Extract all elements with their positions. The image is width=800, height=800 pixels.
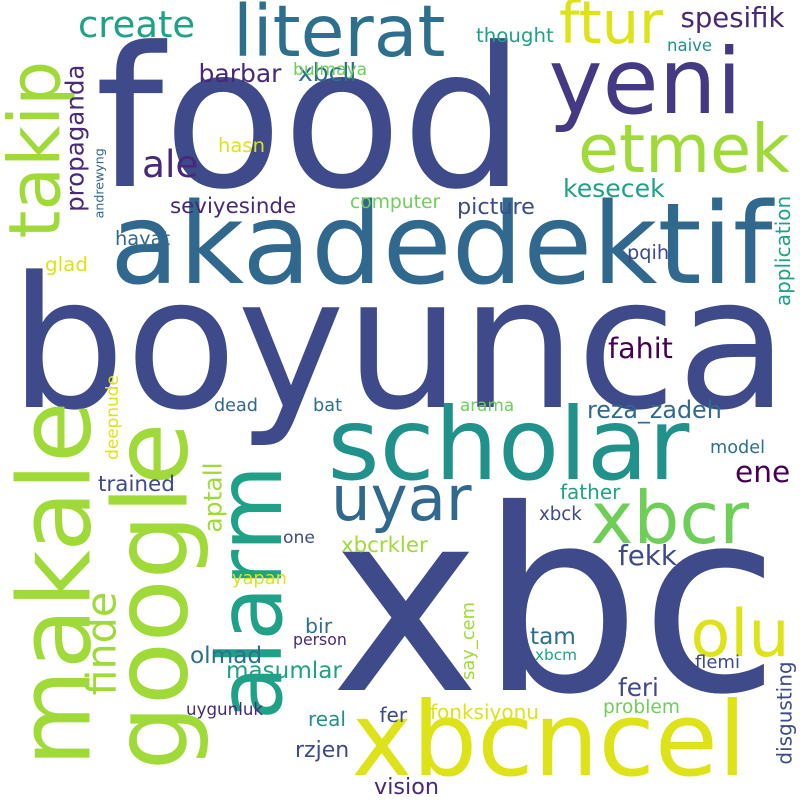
word-trained: trained xyxy=(98,472,175,497)
word-uyar: uyar xyxy=(331,461,472,535)
word-naive: naive xyxy=(667,35,713,55)
word-dead: dead xyxy=(214,395,258,416)
word-father: father xyxy=(560,480,621,504)
word-reza-zadeh: reza_zadeh xyxy=(587,395,722,424)
word-pqih: pqih xyxy=(627,240,670,264)
word-olmad: olmad xyxy=(190,642,263,669)
word-model: model xyxy=(710,438,766,458)
word-fahit: fahit xyxy=(608,331,673,365)
word-picture: picture xyxy=(457,194,535,220)
word-spesifik: spesifik xyxy=(680,2,785,34)
word-kesecek: kesecek xyxy=(563,173,665,203)
word-fekk: fekk xyxy=(618,538,677,572)
word-xbcm: xbcm xyxy=(535,645,578,664)
word-barbar: barbar xyxy=(198,58,282,88)
word-hayat: hayat xyxy=(115,226,171,250)
word-rzjen: rzjen xyxy=(295,738,350,763)
word-yeni: yeni xyxy=(548,28,742,135)
word-say-cem: say_cem xyxy=(458,601,480,680)
word-xbck: xbck xyxy=(539,504,582,525)
word-flemi: flemi xyxy=(695,652,740,673)
word-feri: feri xyxy=(618,672,659,702)
word-ftur: ftur xyxy=(559,0,664,57)
word-olu: olu xyxy=(690,596,790,672)
word-ale: ale xyxy=(142,142,199,186)
word-xbcll: xbcll xyxy=(298,57,357,87)
word-create: create xyxy=(78,2,196,46)
word-yapan: yapan xyxy=(232,567,287,589)
word-fonksiyonu: fonksiyonu xyxy=(430,699,539,724)
word-makale: makale xyxy=(0,401,114,767)
word-finde: finde xyxy=(76,591,125,696)
word-glad: glad xyxy=(45,252,88,276)
word-fer: fer xyxy=(379,703,408,727)
word-aptall: aptall xyxy=(198,462,228,533)
word-person: person xyxy=(293,630,347,649)
word-food: food xyxy=(95,4,526,232)
word-computer: computer xyxy=(350,192,441,213)
word-disgusting: disgusting xyxy=(772,660,797,765)
word-vision: vision xyxy=(374,774,439,800)
word-seviyesinde: seviyesinde xyxy=(170,193,297,219)
word-thought: thought xyxy=(476,24,554,47)
word-xbcr: xbcr xyxy=(590,476,750,561)
word-uygunluk: uygunluk xyxy=(186,698,264,719)
word-tam: tam xyxy=(530,623,576,650)
word-andrewyng: andrewyng xyxy=(91,147,107,218)
word-etmek: etmek xyxy=(578,109,790,188)
word-scholar: scholar xyxy=(327,386,690,503)
word-bulmaya: bulmaya xyxy=(293,60,368,80)
word-one: one xyxy=(283,527,315,548)
word-ene: ene xyxy=(735,455,791,489)
word-application: application xyxy=(771,195,796,307)
word-akadedektif: akadedektif xyxy=(110,178,773,310)
word-deepnude: deepnude xyxy=(101,375,122,460)
word-propaganda: propaganda xyxy=(59,64,89,212)
word-bat: bat xyxy=(313,396,343,416)
word-real: real xyxy=(308,707,346,731)
word-arama: arama xyxy=(460,395,515,415)
word-literat: literat xyxy=(233,0,446,73)
word-problem: problem xyxy=(603,697,680,718)
word-xbcncel: xbcncel xyxy=(351,680,747,800)
word-boyunca: boyunca xyxy=(9,238,789,451)
word-masumlar: masumlar xyxy=(226,657,342,684)
word-xbc: xbc xyxy=(330,455,780,750)
word-bir: bir xyxy=(305,614,333,638)
word-xbcrkler: xbcrkler xyxy=(341,533,428,558)
word-hasn: hasn xyxy=(218,134,266,157)
